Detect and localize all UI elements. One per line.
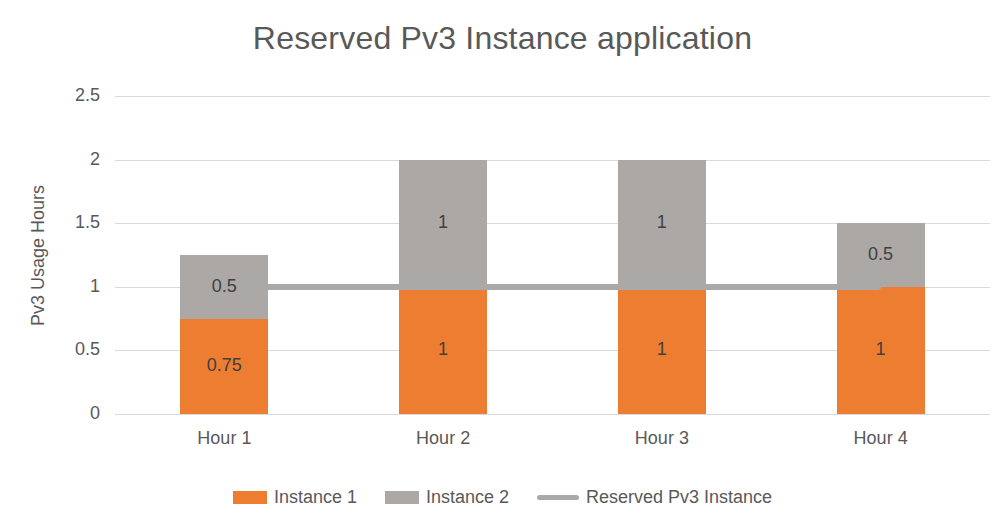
legend-item-instance-2: Instance 2 <box>385 487 509 508</box>
plot-area: 0 0.5 1 1.5 2 2.5 0.75 0.5 1 1 1 1 1 0.5 Hour 1 Hour 2 H… <box>0 0 1005 531</box>
data-label-instance-1-hour-4: 1 <box>837 339 925 360</box>
data-label-instance-1-hour-1: 0.75 <box>180 355 268 376</box>
y-tick-label-1.5: 1.5 <box>0 212 100 233</box>
x-tick-label-hour-1: Hour 1 <box>154 428 294 449</box>
legend-swatch-instance-2 <box>385 491 419 504</box>
reserved-pv3-instance-line <box>224 284 880 290</box>
y-tick-label-0: 0 <box>0 403 100 424</box>
data-label-instance-2-hour-4: 0.5 <box>837 244 925 265</box>
y-tick-label-2: 2 <box>0 149 100 170</box>
y-axis-title: Pv3 Usage Hours <box>28 96 49 416</box>
gridline-y-2.5 <box>115 96 990 97</box>
x-tick-label-hour-3: Hour 3 <box>592 428 732 449</box>
data-label-instance-2-hour-2: 1 <box>399 212 487 233</box>
data-label-instance-1-hour-2: 1 <box>399 339 487 360</box>
gridline-y-2 <box>115 160 990 161</box>
gridline-y-0 <box>115 414 990 415</box>
x-tick-label-hour-2: Hour 2 <box>373 428 513 449</box>
legend-swatch-reserved-pv3-line <box>537 495 579 500</box>
legend-label-instance-2: Instance 2 <box>426 487 509 508</box>
legend: Instance 1 Instance 2 Reserved Pv3 Insta… <box>0 487 1005 508</box>
legend-swatch-instance-1 <box>233 491 267 504</box>
legend-label-instance-1: Instance 1 <box>274 487 357 508</box>
y-tick-label-1: 1 <box>0 276 100 297</box>
y-tick-label-0.5: 0.5 <box>0 339 100 360</box>
data-label-instance-1-hour-3: 1 <box>618 339 706 360</box>
reserved-pv3-chart: Reserved Pv3 Instance application Pv3 Us… <box>0 0 1005 531</box>
x-tick-label-hour-4: Hour 4 <box>811 428 951 449</box>
legend-item-reserved-pv3-instance: Reserved Pv3 Instance <box>537 487 772 508</box>
y-tick-label-2.5: 2.5 <box>0 85 100 106</box>
data-label-instance-2-hour-1: 0.5 <box>180 276 268 297</box>
legend-item-instance-1: Instance 1 <box>233 487 357 508</box>
legend-label-reserved-pv3-instance: Reserved Pv3 Instance <box>586 487 772 508</box>
data-label-instance-2-hour-3: 1 <box>618 212 706 233</box>
